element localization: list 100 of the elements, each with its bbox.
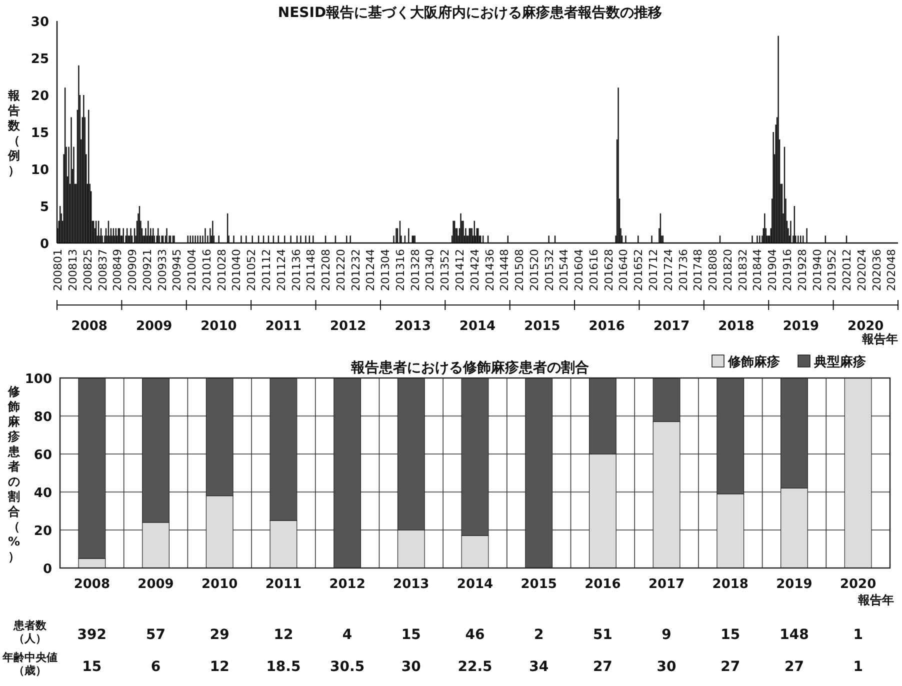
text: 年齢中央値（歳） <box>2 651 58 677</box>
text: 2012 <box>330 319 366 334</box>
text: 51 <box>592 627 612 643</box>
x-tick-label: 201808 <box>706 249 720 291</box>
y-axis-title: 報告数（例） <box>7 88 21 178</box>
x-tick-label: 2012 <box>329 577 366 592</box>
text: 2010 <box>200 319 237 334</box>
x-tick-label: 2008 <box>74 577 110 592</box>
text: 15 <box>401 627 421 643</box>
y-tick-label: 100 <box>24 372 52 387</box>
text: 2015 <box>524 319 560 334</box>
x-tick-label: 201832 <box>736 249 750 291</box>
x-tick-label: 201232 <box>349 249 362 291</box>
x-tick-label: 2019 <box>776 577 812 592</box>
legend-label: 修飾麻疹 <box>727 354 781 370</box>
text: 1 <box>853 627 863 643</box>
text: 29 <box>210 627 230 643</box>
y-tick-label: 30 <box>30 15 49 30</box>
text: 30.5 <box>330 659 365 675</box>
text: 15 <box>720 627 740 643</box>
x-tick-label: 201532 <box>542 249 556 291</box>
x-axis-title: 報告年 <box>861 332 898 346</box>
x-tick-label: 201016 <box>200 249 214 291</box>
legend-label: 典型麻疹 <box>813 354 867 370</box>
x-tick-label: 201952 <box>826 249 839 291</box>
text: 6 <box>150 659 161 675</box>
text: 2018 <box>718 319 754 334</box>
x-tick-label: 200909 <box>126 249 140 291</box>
x-tick-label: 202012 <box>840 249 854 291</box>
x-tick-label: 2014 <box>456 577 494 592</box>
x-tick-label: 200933 <box>156 249 169 291</box>
x-tick-label: 201604 <box>572 249 586 291</box>
x-tick-label: 201052 <box>245 249 258 291</box>
text: 148 <box>780 627 809 643</box>
text: 2 <box>534 627 544 643</box>
x-tick-label: 202048 <box>885 249 898 291</box>
text: 15 <box>82 659 102 675</box>
y-tick-label: 0 <box>40 237 49 252</box>
x-tick-label: 200837 <box>96 249 110 291</box>
x-tick-label: 201544 <box>558 249 571 291</box>
x-tick-label: 201520 <box>528 249 541 291</box>
chart-title: 報告患者における修飾麻疹患者の割合 <box>350 359 589 376</box>
x-tick-label: 201616 <box>587 249 600 291</box>
x-tick-label: 201340 <box>424 249 437 291</box>
x-tick-label: 200945 <box>170 249 184 291</box>
y-tick-label: 15 <box>30 126 49 141</box>
x-tick-label: 201748 <box>692 249 705 291</box>
x-tick-label: 201448 <box>498 249 512 291</box>
text: 2014 <box>459 319 496 334</box>
x-tick-label: 201208 <box>320 249 333 291</box>
x-tick-label: 2017 <box>648 577 685 592</box>
text: 27 <box>784 659 804 675</box>
x-tick-label: 201724 <box>662 249 675 291</box>
x-tick-label: 2020 <box>840 577 876 592</box>
y-tick-label: 10 <box>30 163 49 178</box>
text: 1 <box>853 659 863 675</box>
y-tick-label: 80 <box>34 410 52 425</box>
x-tick-label: 201328 <box>408 249 422 291</box>
x-tick-label: 2010 <box>202 577 238 592</box>
x-tick-label: 2018 <box>712 577 748 592</box>
text: 患者数（人） <box>12 619 48 645</box>
x-tick-label: 2009 <box>138 577 174 592</box>
text: 2017 <box>653 319 690 334</box>
text: 34 <box>529 659 549 675</box>
text: 30 <box>401 659 422 675</box>
x-tick-label: 201652 <box>632 249 646 291</box>
x-tick-label: 201220 <box>334 249 348 291</box>
x-tick-label: 201508 <box>513 249 526 291</box>
text: 2019 <box>782 319 820 334</box>
x-tick-label: 201712 <box>647 249 660 291</box>
x-tick-label: 201916 <box>780 249 794 291</box>
y-tick-label: 60 <box>34 448 52 463</box>
text: 46 <box>465 627 485 643</box>
x-tick-label: 200813 <box>66 249 80 291</box>
y-tick-label: 20 <box>34 524 52 539</box>
text: 27 <box>592 659 612 675</box>
x-tick-label: 201124 <box>274 249 288 291</box>
x-tick-label: 201640 <box>617 249 630 291</box>
text: 30 <box>656 659 677 675</box>
text: 18.5 <box>266 659 301 675</box>
x-tick-label: 2011 <box>265 577 302 592</box>
text: 12 <box>274 627 294 643</box>
y-tick-label: 40 <box>34 486 52 501</box>
text: 27 <box>720 659 740 675</box>
y-tick-label: 25 <box>30 52 49 67</box>
x-tick-label: 201736 <box>676 249 690 291</box>
x-tick-label: 201244 <box>364 249 378 291</box>
x-tick-label: 201304 <box>379 249 392 291</box>
text: 2011 <box>265 319 302 334</box>
x-axis-title: 報告年 <box>857 593 894 607</box>
text: 392 <box>77 627 107 643</box>
text: 2013 <box>394 319 431 334</box>
x-tick-label: 201820 <box>721 249 734 291</box>
x-tick-label: 200849 <box>111 249 124 291</box>
x-tick-label: 201904 <box>766 249 780 291</box>
x-tick-label: 201136 <box>290 249 303 291</box>
x-tick-label: 201940 <box>810 249 824 291</box>
x-tick-label: 201112 <box>260 249 274 291</box>
x-tick-label: 201844 <box>751 249 764 291</box>
y-tick-label: 5 <box>40 200 49 215</box>
